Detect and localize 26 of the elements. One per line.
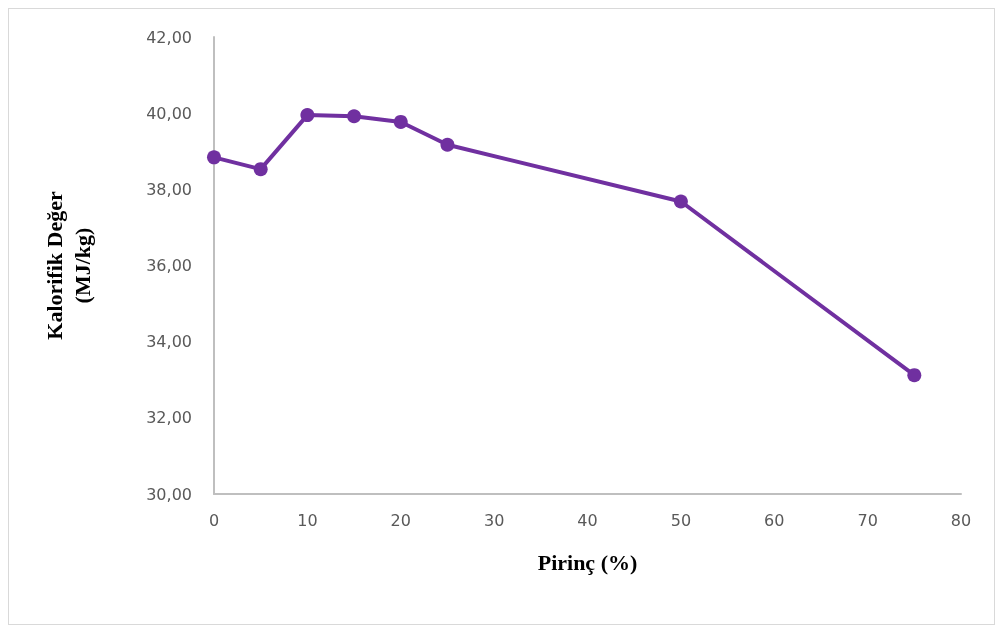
point bbox=[393, 114, 408, 129]
point bbox=[673, 194, 688, 209]
x-tick-label: 30 bbox=[483, 510, 505, 530]
x-tick-label: 70 bbox=[857, 510, 878, 530]
point bbox=[907, 368, 922, 383]
x-tick-label: 80 bbox=[950, 510, 972, 530]
point bbox=[347, 109, 362, 124]
y-tick-label: 42,00 bbox=[146, 27, 192, 47]
x-tick-label: 40 bbox=[577, 510, 598, 530]
x-tick-label: 50 bbox=[670, 510, 692, 530]
y-tick-label: 32,00 bbox=[146, 408, 192, 428]
x-tick-label: 10 bbox=[297, 510, 318, 530]
x-tick-label: 20 bbox=[390, 510, 411, 530]
y-tick-label: 38,00 bbox=[146, 179, 192, 199]
y-tick-label: 30,00 bbox=[146, 484, 192, 504]
y-tick-label: 36,00 bbox=[146, 256, 192, 275]
x-tick-label: 0 bbox=[208, 510, 220, 530]
y-tick-label: 34,00 bbox=[146, 332, 192, 352]
point bbox=[253, 162, 268, 177]
y-tick-label: 40,00 bbox=[146, 103, 192, 123]
x-axis-title: Pirinç (%) bbox=[537, 549, 638, 575]
x-tick-label: 60 bbox=[764, 510, 785, 530]
point bbox=[300, 108, 315, 123]
point bbox=[207, 150, 221, 165]
point bbox=[440, 137, 455, 152]
y-axis-title: Kalorifik Değer (MJ/kg) bbox=[41, 191, 95, 340]
